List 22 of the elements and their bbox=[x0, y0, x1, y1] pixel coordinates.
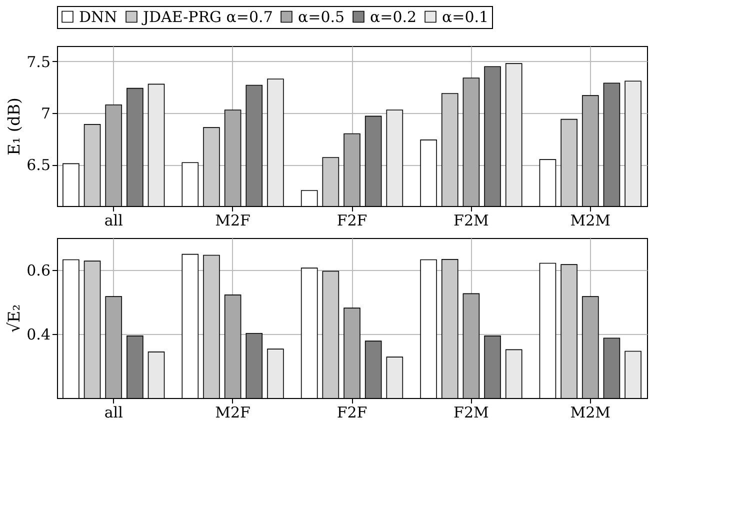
x-tick-label: F2F bbox=[336, 404, 368, 422]
y-axis-title: E₁ (dB) bbox=[4, 98, 24, 156]
legend-label: α=0.1 bbox=[442, 8, 489, 26]
y-tick-label: 7 bbox=[40, 104, 50, 123]
x-tick-label: all bbox=[104, 404, 124, 422]
y-tick-label: 0.4 bbox=[26, 326, 50, 344]
x-tick-label: M2M bbox=[570, 404, 611, 422]
x-tick-label: F2M bbox=[454, 212, 489, 230]
x-tick-label: M2M bbox=[570, 212, 611, 230]
y-axis-title: √E₂ bbox=[4, 304, 24, 333]
y-tick-label: 7.5 bbox=[26, 52, 50, 71]
x-tick-label: F2M bbox=[454, 404, 489, 422]
x-tick-label: M2F bbox=[215, 404, 250, 422]
x-tick-label: M2F bbox=[215, 212, 250, 230]
legend-label: JDAE-PRG α=0.7 bbox=[141, 8, 273, 26]
x-tick-label: F2F bbox=[336, 212, 368, 230]
legend-label: α=0.5 bbox=[298, 8, 345, 26]
legend-label: DNN bbox=[79, 8, 118, 26]
y-tick-label: 0.6 bbox=[26, 262, 50, 280]
legend-label: α=0.2 bbox=[370, 8, 417, 26]
x-tick-label: all bbox=[104, 212, 124, 230]
y-tick-label: 6.5 bbox=[26, 156, 50, 174]
